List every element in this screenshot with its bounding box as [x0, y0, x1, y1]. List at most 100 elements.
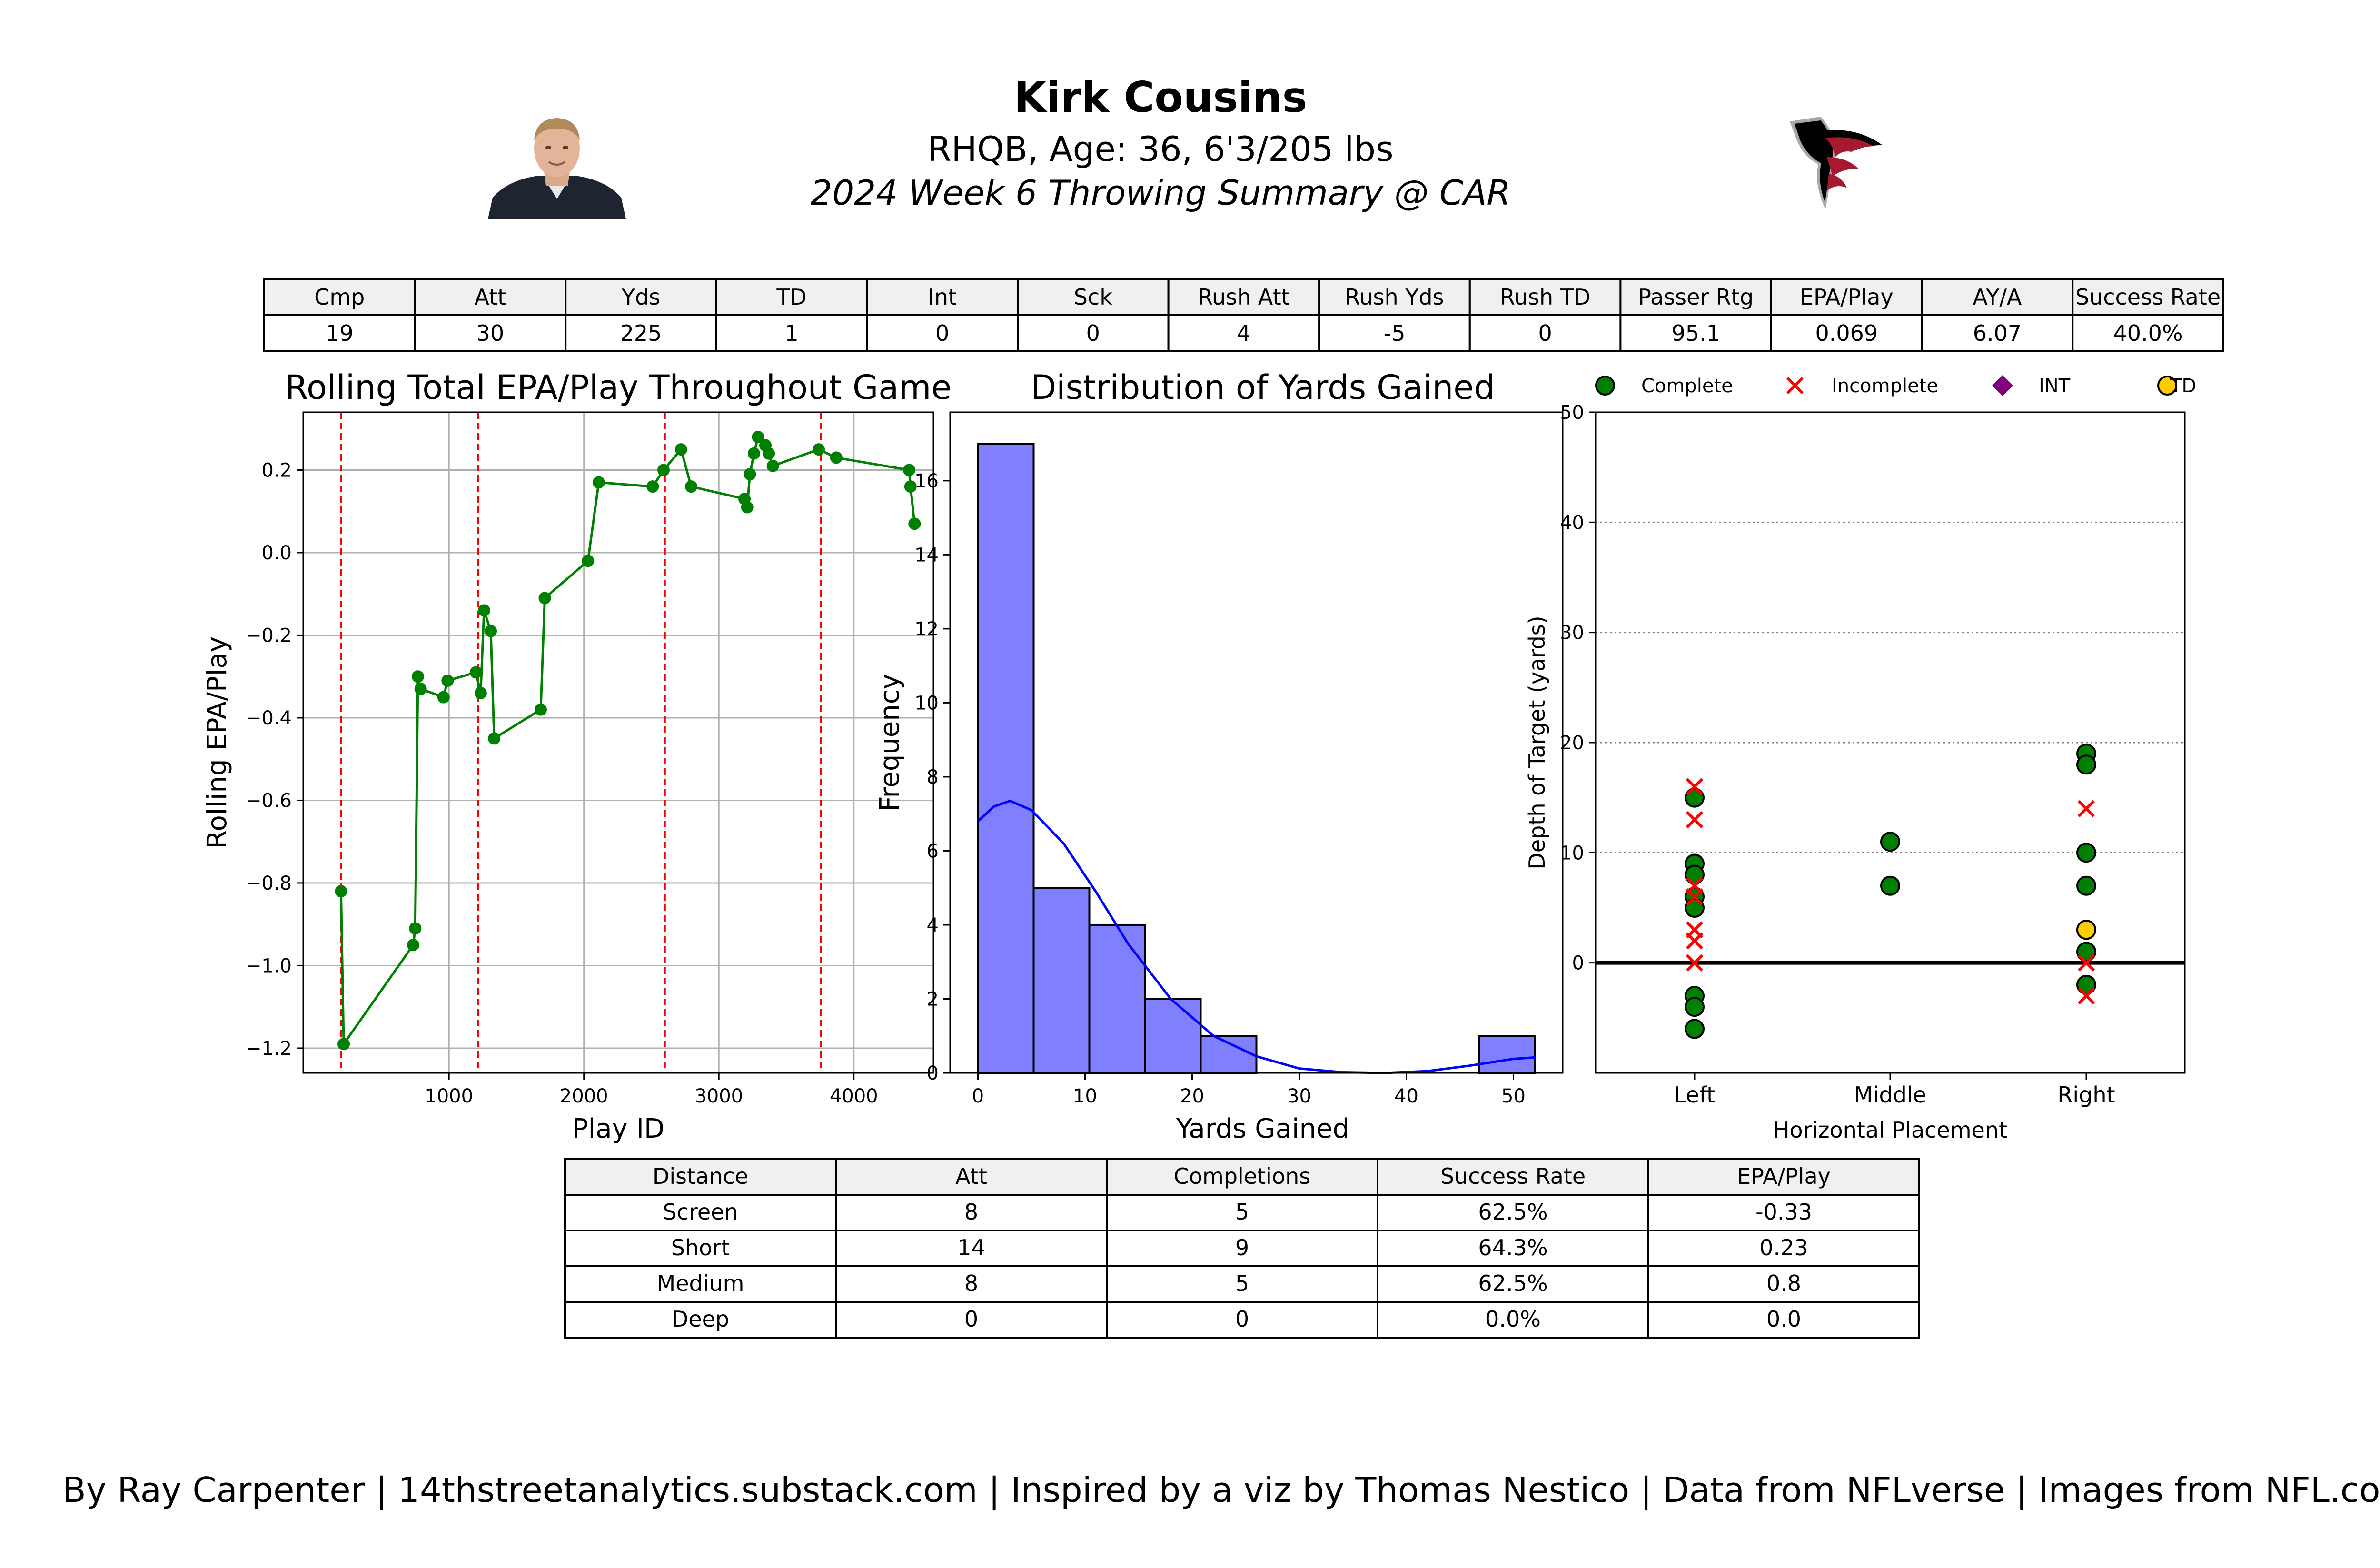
hist-ytick-label: 4 [927, 914, 939, 936]
target-ytick-label: 50 [1560, 402, 1584, 424]
legend-label: Incomplete [1832, 375, 1938, 397]
distance-value: 14 [957, 1235, 985, 1260]
epa-point [582, 555, 595, 567]
summary-header-label: AY/A [1973, 284, 2022, 310]
legend-incomplete-marker [1786, 377, 1804, 395]
summary-value-cell [263, 314, 416, 352]
epa-ytick-label: −0.4 [246, 707, 292, 729]
distance-value: 8 [964, 1270, 978, 1296]
incomplete-marker [1686, 778, 1704, 795]
distance-value: 9 [1235, 1235, 1249, 1260]
falcons-logo-icon [1790, 117, 1883, 209]
epa-point [763, 447, 775, 460]
complete-marker [1685, 997, 1705, 1017]
hist-ytick-label: 2 [927, 988, 939, 1010]
target-y-axis-label: Depth of Target (yards) [1524, 615, 1550, 869]
summary-header-label: Cmp [314, 284, 365, 310]
distance-header-cell [1106, 1158, 1378, 1196]
distance-value: Short [671, 1235, 730, 1260]
summary-header-cell [263, 278, 416, 316]
distance-value: 0.23 [1759, 1235, 1808, 1260]
epa-point [685, 480, 698, 493]
hist-xtick-label: 50 [1501, 1085, 1526, 1107]
target-depth-scatter: Left Middle Right 0 10 20 30 40 50 Horizontal Pla… [1524, 375, 2196, 1143]
distance-cell [1647, 1265, 1920, 1303]
summary-value-cell [1619, 314, 1772, 352]
distance-header-label: Distance [653, 1163, 748, 1189]
legend-int-marker [1992, 375, 2013, 396]
legend-label: Complete [1641, 375, 1733, 397]
epa-point [674, 443, 687, 456]
summary-value: 0.069 [1815, 320, 1878, 346]
epa-point [337, 1038, 350, 1051]
summary-header-label: Rush Yds [1345, 284, 1444, 310]
summary-value: 225 [620, 320, 662, 346]
distance-value: 0.0 [1766, 1306, 1801, 1332]
summary-header-label: Yds [621, 284, 660, 310]
target-ytick-label: 20 [1560, 732, 1584, 754]
distance-value: Screen [663, 1199, 738, 1225]
distance-cell [1106, 1194, 1378, 1231]
target-category-label: Right [2057, 1082, 2115, 1108]
distance-value: 0 [964, 1306, 978, 1332]
summary-value: -5 [1384, 320, 1406, 346]
complete-marker [1685, 1019, 1705, 1039]
summary-value: 0 [935, 320, 949, 346]
summary-value-cell [1167, 314, 1320, 352]
hist-bar [1478, 1035, 1536, 1074]
distance-value: Medium [657, 1270, 744, 1296]
epa-plot-area [303, 412, 933, 1073]
incomplete-marker [1686, 811, 1704, 829]
hist-xtick-label: 10 [1073, 1085, 1097, 1107]
distance-cell [564, 1301, 837, 1339]
distance-header-label: EPA/Play [1737, 1163, 1831, 1189]
footer-credits: By Ray Carpenter | 14thstreetanalytics.s… [62, 1470, 2380, 1510]
hist-chart-title: Distribution of Yards Gained [1031, 368, 1495, 407]
summary-value-cell [1770, 314, 1923, 352]
epa-point [538, 592, 551, 605]
summary-value-cell [866, 314, 1019, 352]
hist-xtick-label: 20 [1180, 1085, 1204, 1107]
epa-point [752, 431, 764, 444]
complete-marker [2076, 843, 2096, 863]
summary-header-label: Rush Att [1198, 284, 1290, 310]
distance-cell [564, 1265, 837, 1303]
distance-cell [564, 1230, 837, 1267]
legend-complete-marker [1595, 376, 1615, 396]
summary-value: 30 [476, 320, 505, 346]
summary-value: 40.0% [2113, 320, 2182, 346]
distance-cell [1377, 1265, 1649, 1303]
incomplete-marker [1686, 888, 1704, 905]
epa-plot-frame [302, 411, 934, 1074]
distance-value: Deep [672, 1306, 729, 1332]
distance-cell [1377, 1301, 1649, 1339]
legend-label: TD [2170, 375, 2196, 397]
hist-bar [1200, 1035, 1258, 1074]
distance-value: 62.5% [1478, 1270, 1547, 1296]
distance-cell [835, 1194, 1108, 1231]
epa-point [830, 451, 843, 464]
epa-point [766, 459, 779, 472]
summary-value-cell [1017, 314, 1170, 352]
summary-value: 1 [784, 320, 798, 346]
header: Kirk Cousins RHQB, Age: 36, 6'3/205 lbs … [811, 73, 1511, 213]
summary-header-label: Passer Rtg [1638, 284, 1754, 310]
epa-xtick-label: 4000 [830, 1085, 878, 1107]
summary-value-cell [1318, 314, 1471, 352]
summary-header-label: Sck [1074, 284, 1112, 310]
distance-breakdown-table: Distance Att Completions Success Rate EPA/Pl… [564, 1158, 1920, 1339]
summary-header-cell [1770, 278, 1923, 316]
epa-ytick-label: 0.0 [261, 542, 292, 564]
hist-ytick-label: 16 [914, 470, 939, 492]
distance-value: 5 [1235, 1199, 1249, 1225]
hist-ytick-label: 10 [914, 692, 939, 714]
distance-header-label: Completions [1174, 1163, 1310, 1189]
epa-ytick-label: −0.2 [246, 625, 292, 646]
hist-ytick-label: 12 [914, 618, 939, 640]
epa-chart-title: Rolling Total EPA/Play Throughout Game [285, 368, 952, 407]
game-summary-title: 2024 Week 6 Throwing Summary @ CAR [811, 173, 1511, 213]
summary-header-cell [1619, 278, 1772, 316]
target-category-label: Middle [1854, 1082, 1926, 1108]
target-ytick-label: 0 [1572, 953, 1584, 974]
summary-value-cell [715, 314, 868, 352]
